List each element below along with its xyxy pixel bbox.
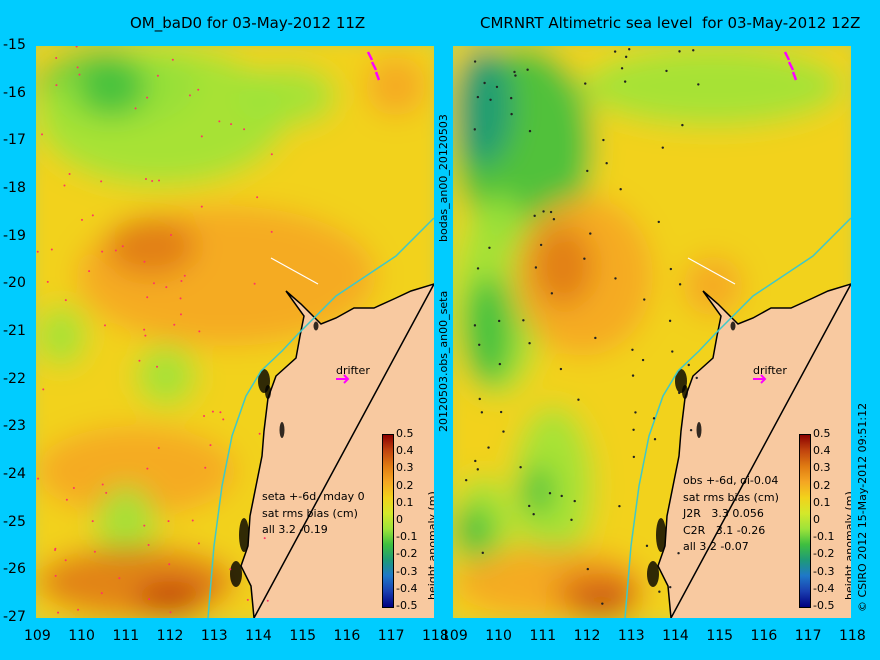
stats-line: seta +-6d, mday 0 [262,490,365,503]
colorbar-tick-label: 0.1 [396,495,414,509]
lat-tick-label: -26 [3,561,26,578]
lat-tick-label: -17 [3,132,26,149]
lon-tick-label: 112 [573,628,601,644]
colorbar-tick-label: 0 [813,513,820,526]
isobath-line [207,217,434,618]
isobath-line [624,217,851,618]
lon-tick-label: 110 [485,628,512,644]
lon-tick-label: 112 [156,628,184,644]
lat-tick-label: -15 [3,37,26,53]
lat-tick-label: -20 [3,275,26,292]
colorbar-tick-label: -0.3 [396,564,418,578]
stats-line: sat rms bias (cm) [262,506,358,520]
right-map-panel: drifter obs +-6d, oi-0.04 sat rms bias (cm… [453,46,851,618]
colorbar-tick-label: 0.4 [813,444,831,458]
left-map-title: OM_baD0 for 03-May-2012 11Z [130,14,366,32]
colorbar-tick-label: 0.3 [396,461,414,475]
colorbar-tick-label: 0 [396,513,403,526]
lon-tick-label: 116 [333,628,361,644]
right-map-title: CMRNRT Altimetric sea level for 03-May-2… [480,14,861,32]
lat-tick-label: -27 [3,609,26,625]
lon-tick-label: 113 [617,628,645,644]
colorbar-tick-label: 0.5 [813,427,831,440]
map-canvas [453,46,851,618]
colorbar-label: height anomaly (m) [843,491,851,600]
left-map-panel: drifter seta +-6d, mday 0 sat rms bias (cm… [36,46,434,618]
colorbar-label: height anomaly (m) [426,491,434,600]
stats-line: all 3.2 -0.19 [262,523,328,536]
lon-tick-label: 109 [441,628,468,644]
lat-tick-label: -24 [3,466,26,482]
lat-tick-label: -22 [3,370,26,387]
lon-tick-label: 111 [529,628,557,644]
lon-tick-label: 117 [794,628,822,644]
colorbar-tick-label: -0.4 [813,581,835,595]
drifter-label: drifter [753,364,787,377]
lon-tick-label: 115 [289,628,317,644]
drifter-label: drifter [336,364,370,377]
colorbar-tick-label: -0.4 [396,581,418,595]
lon-tick-label: 115 [706,628,734,644]
colorbar-tick-label: -0.5 [813,599,835,612]
lat-tick-label: -16 [3,84,26,101]
colorbar-tick-label: -0.5 [396,599,418,612]
credit-label: © CSIRO 2012 15-May-2012 09:51:12 [856,402,869,612]
stats-line: all 3.2 -0.07 [683,540,749,553]
colorbar-tick-label: 0.5 [396,427,414,440]
lat-tick-label: -23 [3,418,26,435]
colorbar-tick-label: 0.3 [813,461,831,475]
colorbar-tick-label: -0.1 [396,530,418,544]
lon-tick-label: 114 [245,628,272,644]
colorbar-tick-label: 0.2 [813,478,831,492]
lat-tick-label: -19 [3,227,26,244]
lon-tick-label: 118 [839,628,866,644]
lat-tick-label: -25 [3,513,26,530]
map-canvas [36,46,434,618]
drifter-track [753,51,798,384]
lon-tick-label: 117 [377,628,405,644]
lon-tick-label: 114 [662,628,689,644]
lon-tick-label: 113 [200,628,228,644]
lon-tick-label: 111 [112,628,140,644]
colorbar-tick-label: 0.4 [396,444,414,458]
colorbar-tick-label: -0.2 [396,547,418,561]
middle-label-bottom: 20120503.obs_an00_seta [437,290,450,432]
colorbar [799,434,811,608]
stats-line: J2R 3.3 0.056 [683,507,764,520]
stats-line: obs +-6d, oi-0.04 [683,474,779,487]
lat-tick-label: -21 [3,323,26,339]
stats-line: sat rms bias (cm) [683,490,779,504]
colorbar-tick-label: -0.2 [813,547,835,561]
stats-line: C2R 3.1 -0.26 [683,523,766,537]
lon-tick-label: 109 [24,628,51,644]
lon-tick-label: 110 [68,628,95,644]
lon-tick-label: 118 [422,628,449,644]
lon-tick-label: 116 [750,628,778,644]
colorbar-tick-label: -0.1 [813,530,835,544]
colorbar [382,434,394,608]
middle-label-top: bodas_an00_20120503 [437,114,450,242]
lat-tick-label: -18 [3,180,26,196]
colorbar-tick-label: -0.3 [813,564,835,578]
drifter-track [336,51,381,384]
colorbar-tick-label: 0.2 [396,478,414,492]
colorbar-tick-label: 0.1 [813,495,831,509]
